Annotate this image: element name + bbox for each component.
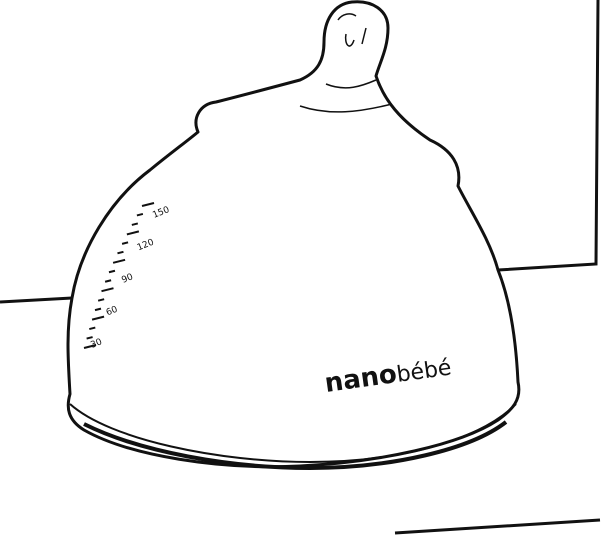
measurement-label: 30	[89, 337, 104, 351]
measurement-tick	[97, 298, 105, 302]
measurement-tick	[126, 230, 140, 236]
measurement-tick	[121, 241, 129, 245]
measurement-tick	[131, 222, 139, 226]
measurement-tick	[104, 279, 112, 283]
measurement-label: 60	[105, 305, 120, 319]
measurement-tick	[136, 212, 144, 217]
measurement-tick	[101, 287, 114, 293]
measurement-tick	[117, 250, 124, 255]
measurement-label: 90	[120, 272, 135, 286]
measurement-tick	[94, 307, 102, 312]
measurement-tick	[112, 258, 126, 264]
measurement-tick	[141, 202, 155, 207]
measurement-tick	[83, 344, 97, 349]
measurement-tick	[89, 326, 96, 331]
bottle-body	[66, 0, 521, 469]
bottle-base-rim	[69, 403, 517, 471]
measurement-tick	[86, 336, 93, 340]
measurement-tick	[91, 315, 105, 321]
measurement-tick	[108, 269, 116, 274]
measurement-ticks	[83, 202, 155, 349]
nipple-detail	[299, 13, 393, 113]
